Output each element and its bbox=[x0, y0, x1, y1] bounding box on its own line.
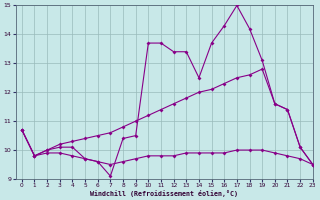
X-axis label: Windchill (Refroidissement éolien,°C): Windchill (Refroidissement éolien,°C) bbox=[90, 190, 238, 197]
